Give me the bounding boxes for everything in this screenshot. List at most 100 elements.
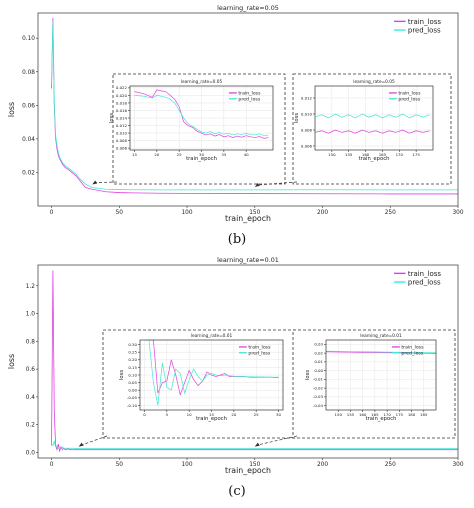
chart-c-legend-label-pred-loss: pred_loss (408, 278, 441, 286)
chart-c-inset-2-ytick-label: 0.00 (314, 368, 323, 373)
chart-c-ytick-label: 0.8 (26, 339, 36, 345)
chart-c-axes-frame (37, 264, 459, 459)
chart-b-inset-1-xlabel: train_epoch (186, 156, 217, 162)
chart-c-xtick-label: 200 (317, 462, 328, 468)
chart-c-inset-2-ylabel: loss (305, 370, 311, 380)
chart-c-inset-2-xlabel: train_epoch (366, 416, 397, 422)
chart-c-inset-2-series-train-loss (326, 351, 436, 354)
chart-c-inset-1-xtick-label: 25 (254, 412, 259, 417)
chart-c-inset-2-axes-frame (325, 339, 437, 411)
chart-c-inset-1-connector-arrowhead (78, 442, 84, 447)
chart-c-ytick-label: 0.2 (26, 423, 36, 429)
chart-b-inset-1-xtick-label: 30 (199, 152, 204, 157)
chart-c-inset-2-connector-arrowhead (254, 442, 260, 447)
chart-c-inset-1-ylabel: loss (119, 370, 125, 380)
chart-b-inset-1-ytick-label: 0.014 (116, 115, 128, 120)
chart-b-inset-1-series-train-loss (134, 89, 269, 139)
chart-c-inset-1-ytick-label: 0.05 (128, 380, 137, 385)
chart-b-inset-2-connector (258, 181, 298, 186)
chart-b-inset-2-series-pred-loss (315, 113, 430, 119)
chart-b-ytick-label: 0.06 (22, 103, 35, 109)
chart-c-inset-2-xtick-label: 170 (383, 412, 391, 417)
chart-c-inset-2-ytick-label: 0.02 (314, 350, 323, 355)
chart-c-inset-2-ytick-label: -0.02 (313, 385, 324, 390)
chart-c-inset-1-xtick-label: 30 (276, 412, 281, 417)
caption-c: (c) (228, 484, 246, 499)
chart-b-inset-1-chart: 15 20 25 30 35 40 0.006 0.008 0.010 0.012 0.014 0.0… (109, 79, 274, 162)
chart-b-inset-2-chart: 150 155 160 165 170 175 0.006 0.008 0.010 0.012 le… (294, 79, 434, 162)
chart-c-inset-2-connector (258, 435, 298, 446)
chart-b-inset-1-ytick-label: 0.006 (116, 145, 128, 150)
chart-c-inset-2-xtick-label: 180 (408, 412, 416, 417)
chart-b-inset-2-legend-label-pred-loss: pred_loss (398, 96, 420, 102)
chart-b-inset-2-ytick-label: 0.012 (301, 95, 313, 100)
chart-c-inset-2-xtick-label: 175 (396, 412, 404, 417)
chart-b-xtick-label: 100 (181, 210, 192, 216)
chart-c-series-pred-loss (51, 439, 458, 450)
chart-c-inset-1-xtick-label: 20 (231, 412, 236, 417)
chart-c-inset-1-chart: 0 5 10 15 20 25 30 -0.10 -0.05 0.00 0.05 0.10 0.15 0.… (119, 333, 284, 422)
chart-c-inset-2-title: learning_rate=0.01 (360, 333, 402, 339)
chart-b-chart: 0 50 100 150 200 250 300 0.02 0.04 0.06 0.08 0.10 le… (7, 4, 464, 223)
chart-b-inset-2-xtick-label: 175 (412, 152, 420, 157)
chart-b-inset-1-connector-arrowhead (92, 180, 98, 185)
chart-c-ytick-label: 1.0 (26, 312, 36, 318)
chart-c-inset-2-xtick-label: 185 (420, 412, 428, 417)
chart-c-legend-label-train-loss: train_loss (408, 270, 441, 278)
chart-b-inset-1-xtick-label: 20 (154, 152, 159, 157)
chart-c-xtick-label: 0 (50, 462, 54, 468)
chart-c-inset-1-ytick-label: 0.15 (128, 365, 137, 370)
chart-b-inset-1-ylabel: loss (109, 113, 115, 123)
chart-b-inset-2-title: learning_rate=0.05 (353, 79, 395, 85)
chart-b-inset-1-ytick-label: 0.012 (116, 123, 128, 128)
chart-b-inset-1-ytick-label: 0.022 (116, 85, 128, 90)
chart-c-inset-1-xtick-label: 15 (209, 412, 214, 417)
chart-b-inset-1-ytick-label: 0.018 (116, 100, 128, 105)
chart-b-inset-1-legend-label-pred-loss: pred_loss (238, 96, 260, 102)
chart-c-title: learning_rate=0.01 (217, 256, 279, 264)
chart-b-axes-frame (37, 12, 459, 207)
chart-b-ytick-label: 0.10 (22, 36, 35, 42)
chart-b-inset-1-xtick-label: 40 (244, 152, 249, 157)
chart-c-inset-1-connector (82, 435, 108, 445)
chart-c-ytick-label: 0.0 (26, 450, 36, 456)
chart-c-ytick-label: 0.6 (26, 367, 36, 373)
chart-b-inset-1-title: learning_rate=0.05 (181, 79, 223, 85)
chart-b-inset-2-series-train-loss (315, 129, 430, 134)
chart-c-ytick-label: 0.4 (26, 395, 36, 401)
chart-b-inset-1-ytick-label: 0.016 (116, 108, 128, 113)
chart-b-inset-2-xtick-label: 150 (328, 152, 336, 157)
chart-b-series-pred-loss (51, 21, 458, 191)
chart-b-inset-2-xtick-label: 155 (345, 152, 353, 157)
chart-b-xtick-label: 300 (452, 210, 463, 216)
chart-c-inset-2-ytick-label: -0.04 (313, 403, 324, 408)
chart-c-inset-1-xtick-label: 5 (166, 412, 169, 417)
chart-b-title: learning_rate=0.05 (217, 4, 279, 12)
chart-c-inset-1-ytick-label: 0.00 (128, 388, 137, 393)
chart-c-inset-1-title: learning_rate=0.01 (191, 333, 233, 339)
chart-c-inset-2-legend-label-pred-loss: pred_loss (401, 350, 423, 356)
chart-b-legend-label-train-loss: train_loss (408, 18, 441, 26)
chart-c-inset-1-legend-label-train-loss: train_loss (248, 345, 271, 351)
chart-c-inset-2-xtick-label: 150 (335, 412, 343, 417)
chart-b-xtick-label: 200 (317, 210, 328, 216)
chart-c-inset-2-ytick-label: 0.01 (314, 359, 323, 364)
chart-c-xtick-label: 300 (452, 462, 463, 468)
chart-b-xtick-label: 50 (116, 210, 124, 216)
chart-c-inset-2-xtick-label: 160 (359, 412, 367, 417)
chart-c-inset-1-xlabel: train_epoch (196, 416, 227, 422)
chart-b-inset-2-xlabel: train_epoch (359, 156, 390, 162)
chart-b-legend-label-pred-loss: pred_loss (408, 26, 441, 34)
chart-b-inset-1-xtick-label: 15 (132, 152, 137, 157)
chart-b-ylabel: loss (7, 102, 16, 117)
chart-c-chart: 0 50 100 150 200 250 3000.00.20.40.60.81.01.2l… (7, 256, 464, 475)
chart-c-inset-2-ytick-label: -0.03 (313, 394, 324, 399)
chart-c-inset-1-xtick-label: 10 (187, 412, 192, 417)
chart-b-xtick-label: 250 (385, 210, 396, 216)
